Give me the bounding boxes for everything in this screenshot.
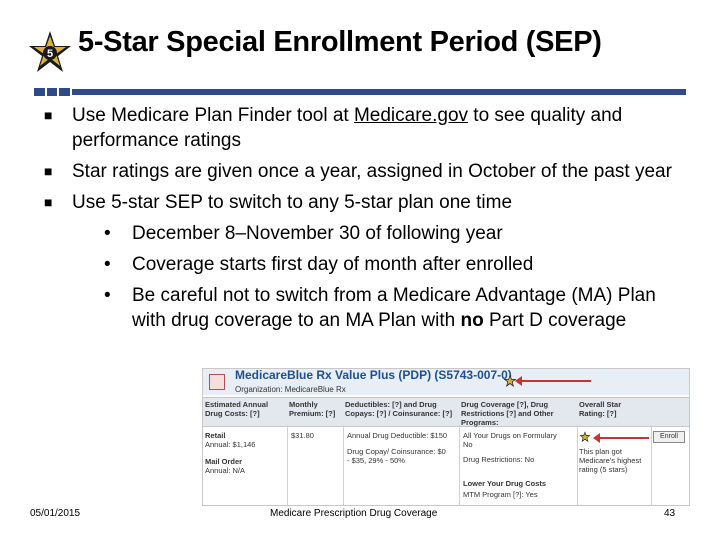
footer-title: Medicare Prescription Drug Coverage xyxy=(270,508,438,519)
footer-date: 05/01/2015 xyxy=(30,508,81,519)
plan-finder-screenshot: MedicareBlue Rx Value Plus (PDP) (S5743-… xyxy=(202,368,690,506)
dot-bullet-icon: • xyxy=(104,285,111,306)
page-title: 5-Star Special Enrollment Period (SEP) xyxy=(78,26,602,58)
title-rule-blocks xyxy=(34,88,71,96)
dot-bullet-icon: • xyxy=(104,254,111,275)
page-number: 43 xyxy=(664,508,676,519)
square-bullet-icon: ■ xyxy=(44,163,53,179)
formulary-status: All Your Drugs on Formulary xyxy=(463,431,557,440)
col-star-rating: Overall Star Rating: [?] xyxy=(579,400,622,418)
title-area: 5 5-Star Special Enrollment Period (SEP) xyxy=(0,0,720,88)
retail-annual: Annual: $1,146 xyxy=(205,440,256,449)
enroll-button[interactable]: Enroll xyxy=(653,431,685,443)
plan-organization: Organization: MedicareBlue Rx xyxy=(235,385,346,394)
drug-restrictions: Drug Restrictions: No xyxy=(463,455,535,464)
mail-order-annual: Annual: N/A xyxy=(205,466,246,475)
plan-column-headers: Estimated Annual Drug Costs: [?] Monthly… xyxy=(203,397,689,427)
compare-checkbox-icon[interactable] xyxy=(209,374,225,390)
star-rating-icon xyxy=(503,374,517,387)
col-deductibles: Deductibles: [?] and Drug Copays: [?] / … xyxy=(345,400,453,418)
medicare-gov-link[interactable]: Medicare.gov xyxy=(353,105,469,126)
red-arrow-icon xyxy=(593,433,649,443)
title-rule xyxy=(72,89,686,95)
sub-bullet-item: • December 8–November 30 of following ye… xyxy=(104,223,503,244)
overall-star-icon xyxy=(579,431,591,443)
star-logo-number: 5 xyxy=(47,48,53,60)
lower-drug-costs-link[interactable]: Lower Your Drug Costs xyxy=(463,479,547,488)
bullet-item: ■ Use 5-star SEP to switch to any 5-star… xyxy=(44,192,513,213)
annual-deductible: Annual Drug Deductible: $150 xyxy=(347,431,448,440)
red-arrow-icon xyxy=(515,376,591,386)
bullet-item: ■ Star ratings are given once a year, as… xyxy=(44,161,672,182)
plan-header: MedicareBlue Rx Value Plus (PDP) (S5743-… xyxy=(203,369,689,395)
square-bullet-icon: ■ xyxy=(44,194,53,210)
mail-order-label: Mail Order xyxy=(205,457,243,466)
formulary-value: No xyxy=(463,440,473,449)
col-premium: Monthly Premium: [?] xyxy=(289,400,336,418)
five-star-logo-icon: 5 xyxy=(29,31,71,72)
col-drug-coverage: Drug Coverage [?], Drug Restrictions [?]… xyxy=(461,400,554,427)
col-drug-costs: Estimated Annual Drug Costs: [?] xyxy=(205,400,269,418)
star-rating-note: This plan got Medicare's highest rating … xyxy=(579,447,642,474)
bullet-item: ■ Use Medicare Plan Finder tool at Medic… xyxy=(44,105,623,151)
mtm-program: MTM Program [?]: Yes xyxy=(463,490,538,499)
dot-bullet-icon: • xyxy=(104,223,111,244)
drug-copay: Drug Copay/ Coinsurance: $0 - $35, 29% -… xyxy=(347,447,446,465)
sub-bullet-item: • Coverage starts first day of month aft… xyxy=(104,254,534,275)
sub-bullet-item: • Be careful not to switch from a Medica… xyxy=(104,285,656,331)
square-bullet-icon: ■ xyxy=(44,107,53,123)
plan-name-link[interactable]: MedicareBlue Rx Value Plus (PDP) (S5743-… xyxy=(235,368,512,382)
retail-label: Retail xyxy=(205,431,226,440)
slide-body: ■ Use Medicare Plan Finder tool at Medic… xyxy=(44,103,684,339)
monthly-premium: $31.80 xyxy=(291,431,314,440)
